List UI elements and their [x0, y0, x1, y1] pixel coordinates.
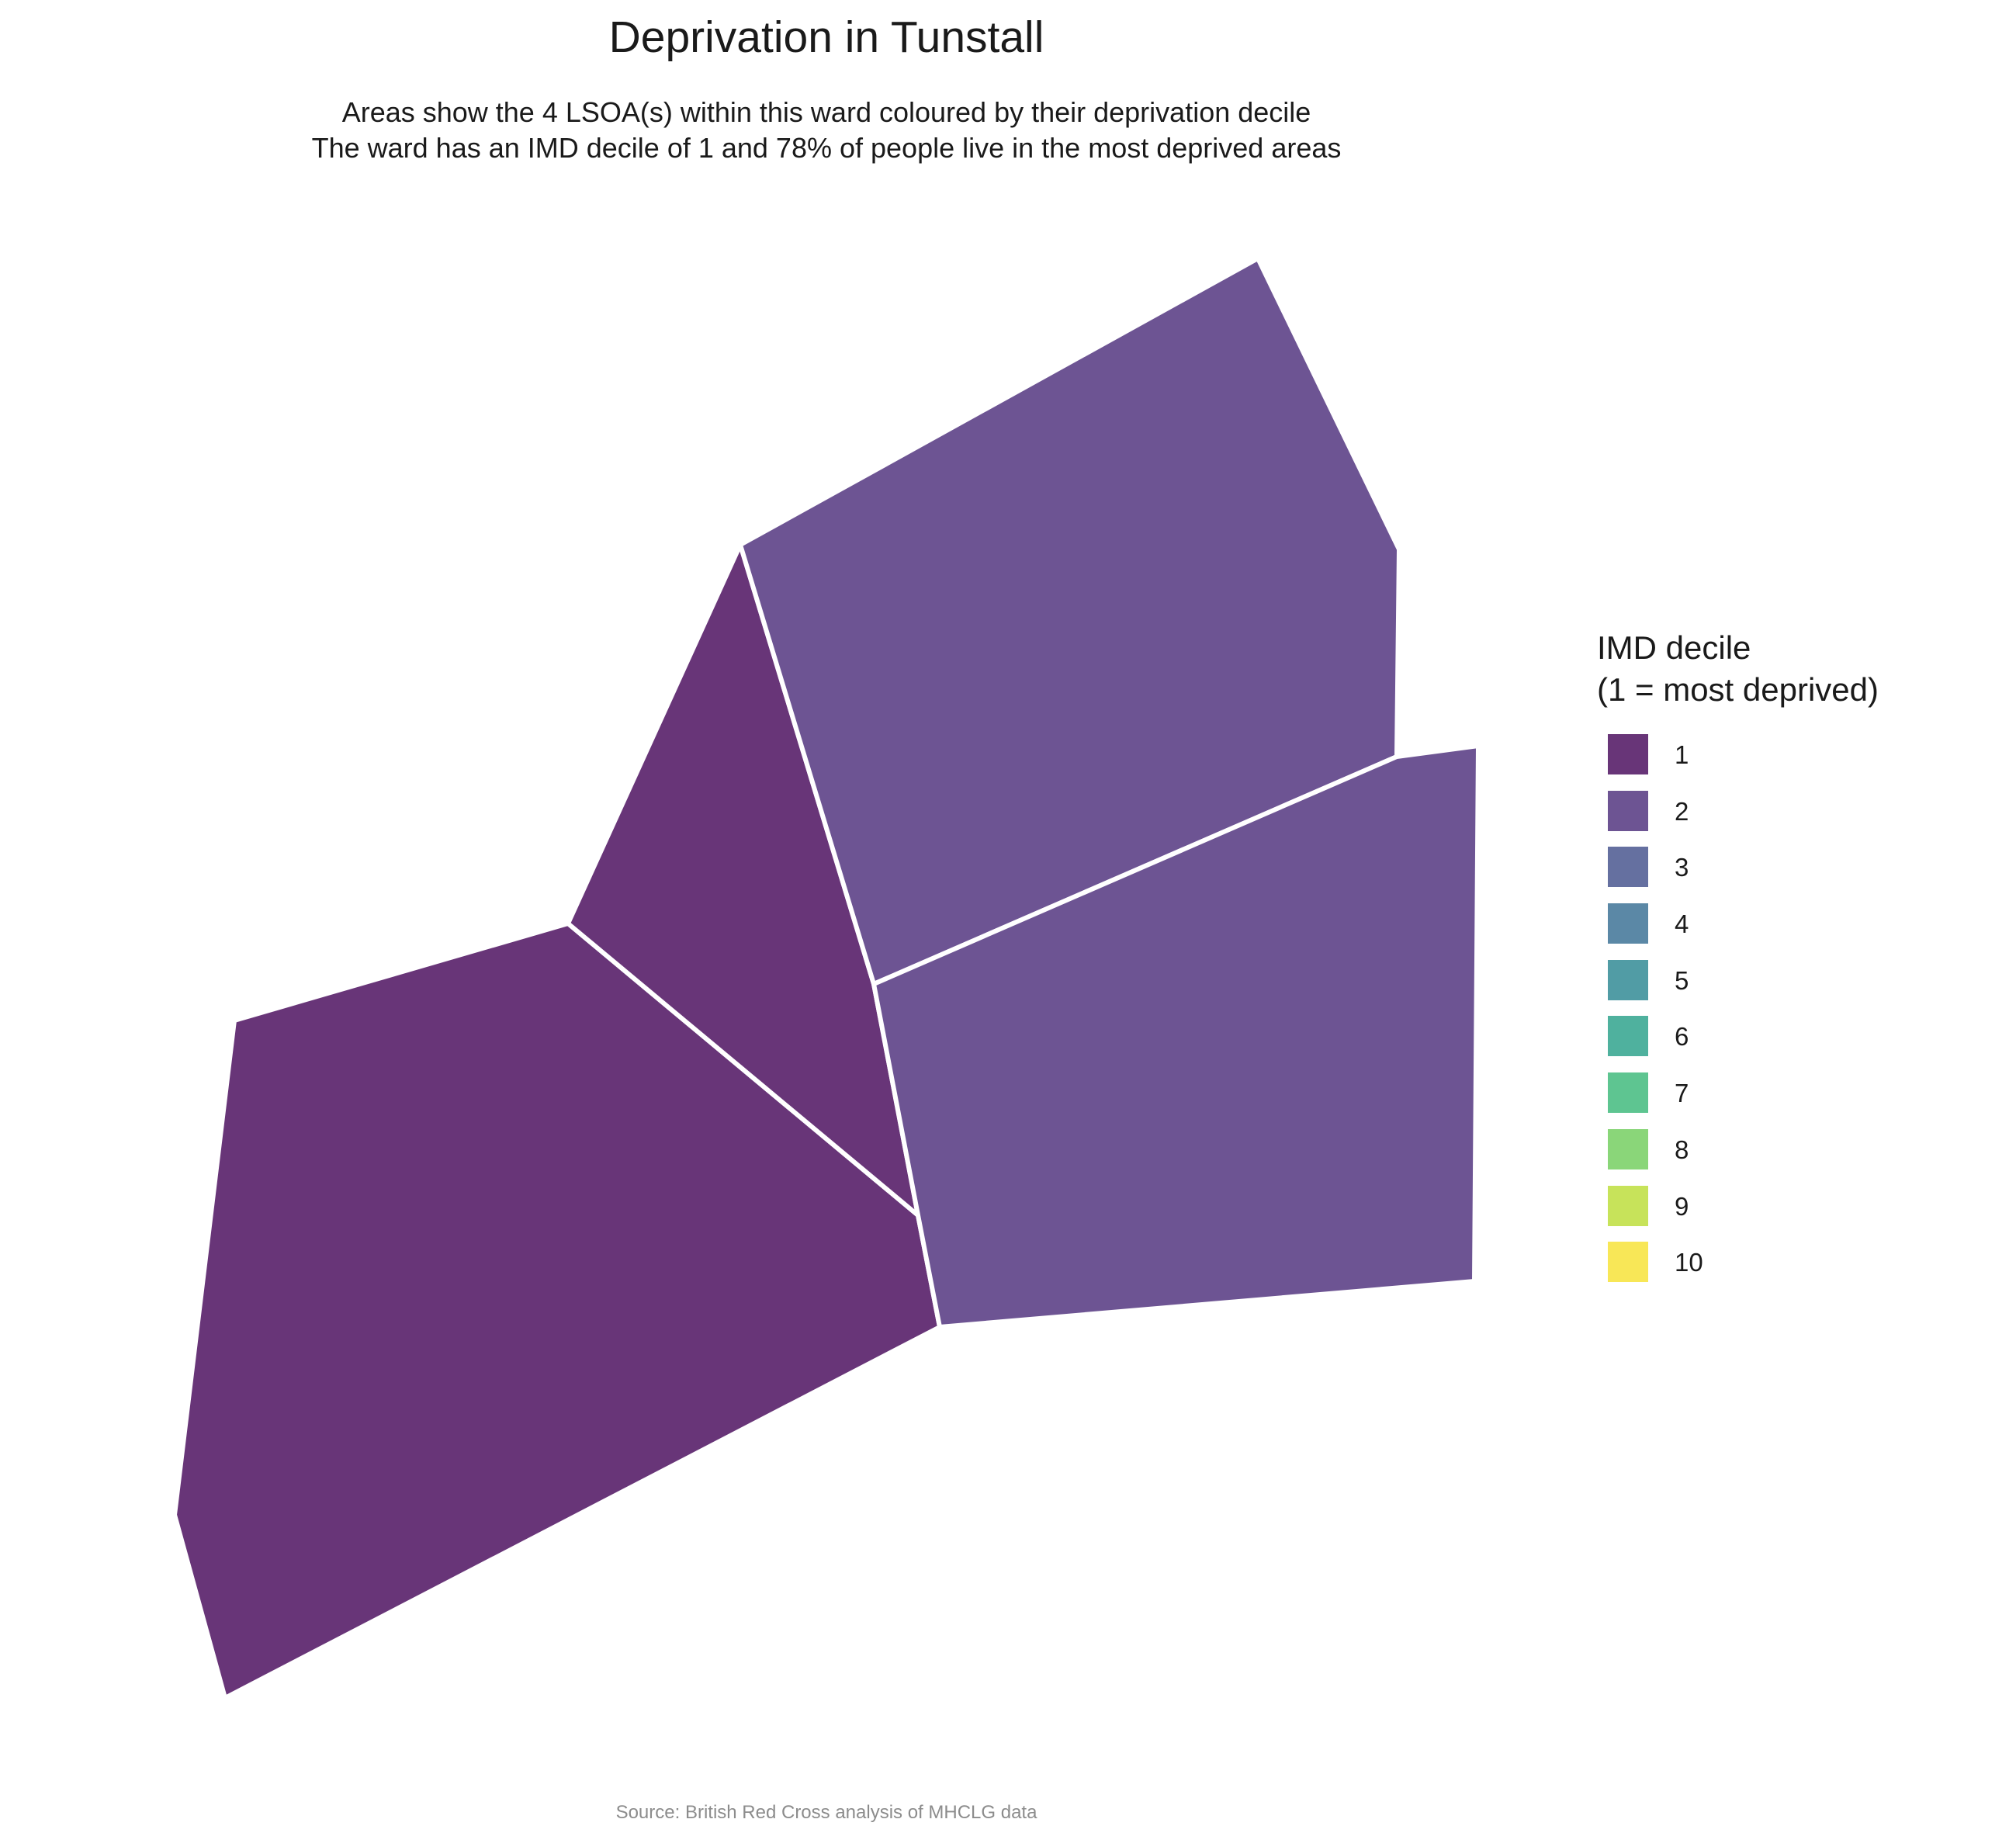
legend-label-2: 2 — [1675, 796, 1689, 826]
legend-label-3: 3 — [1675, 853, 1689, 882]
legend-title-line-2: (1 = most deprived) — [1597, 671, 1879, 708]
legend-key-8 — [1608, 1128, 1648, 1169]
legend-key-9 — [1608, 1185, 1648, 1226]
legend-label-1: 1 — [1675, 740, 1689, 769]
legend-title: IMD decile (1 = most deprived) — [1597, 627, 1879, 711]
legend-label-7: 7 — [1675, 1079, 1689, 1108]
legend-key-7 — [1608, 1072, 1648, 1114]
map-title: Deprivation in Tunstall — [608, 12, 1044, 62]
legend-label-5: 5 — [1675, 965, 1689, 995]
legend-label-9: 9 — [1675, 1191, 1689, 1221]
lsoa-east[interactable] — [871, 743, 1481, 1329]
legend-label-8: 8 — [1675, 1135, 1689, 1164]
legend-key-3 — [1608, 847, 1648, 888]
source-caption: Source: British Red Cross analysis of MH… — [615, 1802, 1037, 1823]
legend-label-10: 10 — [1675, 1248, 1703, 1277]
legend-label-6: 6 — [1675, 1022, 1689, 1052]
map-subtitle-line-2: The ward has an IMD decile of 1 and 78% … — [311, 132, 1342, 164]
legend-key-10 — [1608, 1242, 1648, 1283]
legend-key-4 — [1608, 903, 1648, 944]
legend-label-4: 4 — [1675, 910, 1689, 939]
legend-title-line-1: IMD decile — [1597, 629, 1751, 666]
legend-key-1 — [1608, 734, 1648, 774]
lsoa-north-east[interactable] — [738, 256, 1401, 986]
map-subtitle-line-1: Areas show the 4 LSOA(s) within this war… — [341, 96, 1311, 128]
legend-key-6 — [1608, 1016, 1648, 1057]
legend-key-2 — [1608, 790, 1648, 831]
legend-key-5 — [1608, 959, 1648, 1000]
